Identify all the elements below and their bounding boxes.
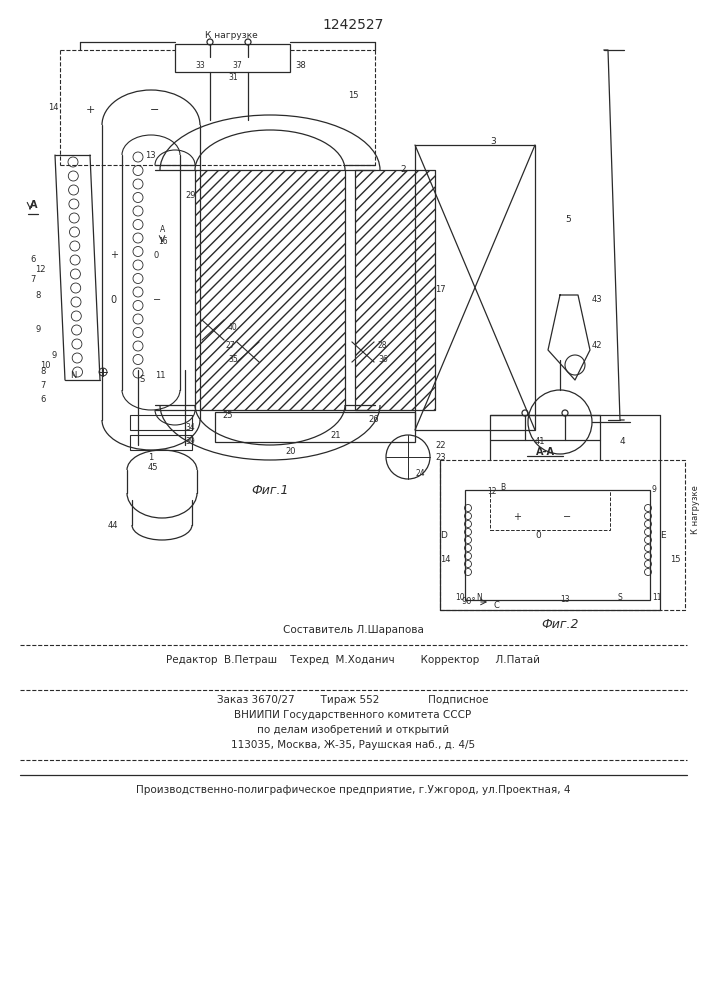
Text: S: S [140,375,145,384]
Text: 11: 11 [652,593,662,602]
Bar [195,170,345,410]
Text: Фиг.2: Фиг.2 [542,618,579,632]
Text: 1242527: 1242527 [322,18,384,32]
Text: E: E [660,530,665,540]
Bar [490,490,610,530]
Text: 45: 45 [148,464,158,473]
Text: 0: 0 [110,295,116,305]
Text: −: − [153,295,161,305]
Text: 0: 0 [535,530,541,540]
Text: 34: 34 [185,424,194,432]
Text: 29: 29 [185,190,196,200]
Bar [490,415,600,440]
Text: А: А [160,226,165,234]
Bar [195,170,345,410]
Bar [415,145,535,430]
Text: 25: 25 [222,410,233,420]
Text: К нагрузке: К нагрузке [205,31,258,40]
Text: 0: 0 [153,250,158,259]
Text: 10: 10 [455,593,464,602]
Text: 8: 8 [40,367,45,376]
Text: по делам изобретений и открытий: по делам изобретений и открытий [257,725,449,735]
Text: А-А: А-А [535,447,554,457]
Text: +: + [513,512,521,522]
Text: +: + [110,250,118,260]
Text: 41: 41 [535,438,546,446]
Text: ВНИИПИ Государственного комитета СССР: ВНИИПИ Государственного комитета СССР [235,710,472,720]
Bar [130,435,192,450]
Text: 37: 37 [232,60,242,70]
Text: А: А [30,200,37,210]
Bar [355,170,435,410]
Text: 7: 7 [40,381,45,390]
Text: 6: 6 [30,255,35,264]
Text: 8: 8 [35,290,40,300]
Text: N: N [476,593,481,602]
Text: 42: 42 [592,340,602,350]
Text: 35: 35 [228,356,238,364]
Text: 26: 26 [368,416,379,424]
Text: +: + [86,105,95,115]
Text: 15: 15 [670,556,681,564]
Text: Производственно-полиграфическое предприятие, г.Ужгород, ул.Проектная, 4: Производственно-полиграфическое предприя… [136,785,571,795]
Text: 44: 44 [108,520,119,530]
Text: −: − [151,105,160,115]
Bar [175,44,290,72]
Text: 23: 23 [435,452,445,462]
Text: 1: 1 [148,452,153,462]
Text: 12: 12 [35,265,45,274]
Text: 17: 17 [435,286,445,294]
Text: 3: 3 [490,137,496,146]
Text: N: N [70,370,76,379]
Text: 9: 9 [652,486,657,494]
Text: 24: 24 [415,470,425,479]
Text: 14: 14 [48,103,59,111]
Text: 90°: 90° [462,597,477,606]
Text: C: C [493,601,499,610]
Text: Редактор  В.Петраш    Техред  М.Ходанич        Корректор     Л.Патай: Редактор В.Петраш Техред М.Ходанич Корре… [166,655,540,665]
Bar [215,412,415,442]
Text: 39: 39 [185,438,194,446]
Text: 13: 13 [560,595,570,604]
Text: 11: 11 [155,370,165,379]
Text: 33: 33 [195,60,205,70]
Text: 5: 5 [565,216,571,225]
Text: Фиг.1: Фиг.1 [251,484,288,496]
Text: 43: 43 [592,296,602,304]
Text: Составитель Л.Шарапова: Составитель Л.Шарапова [283,625,423,635]
Bar [130,415,192,430]
Bar [440,460,685,610]
Text: 28: 28 [378,340,387,350]
Text: 36: 36 [378,356,387,364]
Text: −: − [563,512,571,522]
Text: S: S [618,593,623,602]
Text: 38: 38 [295,60,305,70]
Text: 22: 22 [435,440,445,450]
Text: 20: 20 [285,448,296,456]
Text: Заказ 3670/27        Тираж 552               Подписное: Заказ 3670/27 Тираж 552 Подписное [217,695,489,705]
Text: 4: 4 [620,438,626,446]
Text: 6: 6 [40,395,45,404]
Text: 12: 12 [487,488,496,496]
Text: 27: 27 [226,340,235,350]
Text: 15: 15 [348,91,358,100]
Text: 13: 13 [145,150,156,159]
Text: 7: 7 [30,275,35,284]
Text: 31: 31 [228,74,238,83]
Bar [355,170,435,410]
Text: B: B [500,484,505,492]
Text: 113035, Москва, Ж-35, Раушская наб., д. 4/5: 113035, Москва, Ж-35, Раушская наб., д. … [231,740,475,750]
Text: 16: 16 [158,237,168,246]
Text: 10: 10 [40,360,50,369]
Text: 9: 9 [35,326,40,334]
Text: К нагрузке: К нагрузке [691,486,699,534]
Bar [465,490,650,600]
Text: D: D [440,530,447,540]
Text: 40: 40 [228,324,238,332]
Text: 9: 9 [52,351,57,360]
Text: 14: 14 [440,556,450,564]
Text: 21: 21 [330,430,341,440]
Text: 2: 2 [400,165,406,174]
